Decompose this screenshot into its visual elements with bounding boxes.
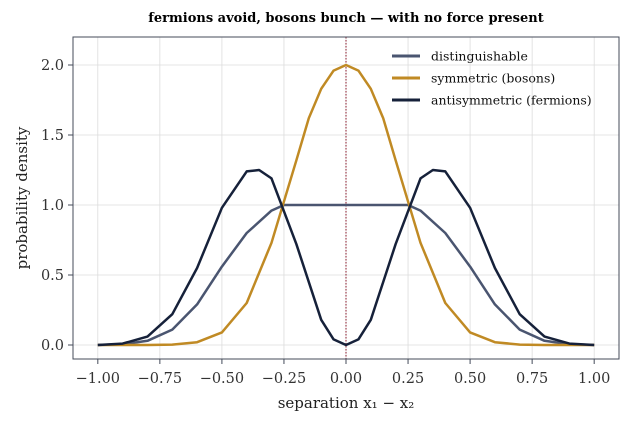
y-axis-label: probability density: [13, 126, 31, 269]
y-tick-label: 0.0: [41, 338, 64, 354]
legend-label-1: symmetric (bosons): [431, 71, 555, 86]
legend: distinguishable symmetric (bosons) antisym…: [392, 49, 592, 108]
series-line-2: [97, 168, 595, 347]
x-tick-label: 1.00: [578, 371, 610, 387]
x-tick-label: 0.75: [516, 371, 548, 387]
y-tick-label: 2.0: [41, 58, 64, 74]
x-tick-label: −1.00: [76, 371, 120, 387]
x-tick-label: 0.00: [330, 371, 362, 387]
x-tick-label: −0.25: [262, 371, 306, 387]
y-tick-label: 0.5: [41, 268, 64, 284]
x-axis-ticks: −1.00 −0.75 −0.50 −0.25 0.00 0.25 0.50 0.75 1.00: [76, 359, 610, 387]
y-tick-label: 1.0: [41, 198, 64, 214]
x-tick-label: 0.50: [454, 371, 486, 387]
legend-label-2: antisymmetric (fermions): [431, 93, 592, 108]
legend-label-0: distinguishable: [431, 49, 528, 64]
chart-title: fermions avoid, bosons bunch — with no f…: [148, 11, 543, 26]
series-lines: [97, 63, 595, 347]
x-tick-label: −0.75: [138, 371, 182, 387]
y-tick-label: 1.5: [41, 128, 64, 144]
x-tick-label: −0.50: [200, 371, 244, 387]
y-axis-ticks: 0.0 0.5 1.0 1.5 2.0: [41, 58, 73, 354]
x-tick-label: 0.25: [392, 371, 424, 387]
series-line-1: [97, 63, 595, 347]
series-line-0: [97, 203, 595, 347]
x-axis-label: separation x₁ − x₂: [278, 394, 415, 412]
